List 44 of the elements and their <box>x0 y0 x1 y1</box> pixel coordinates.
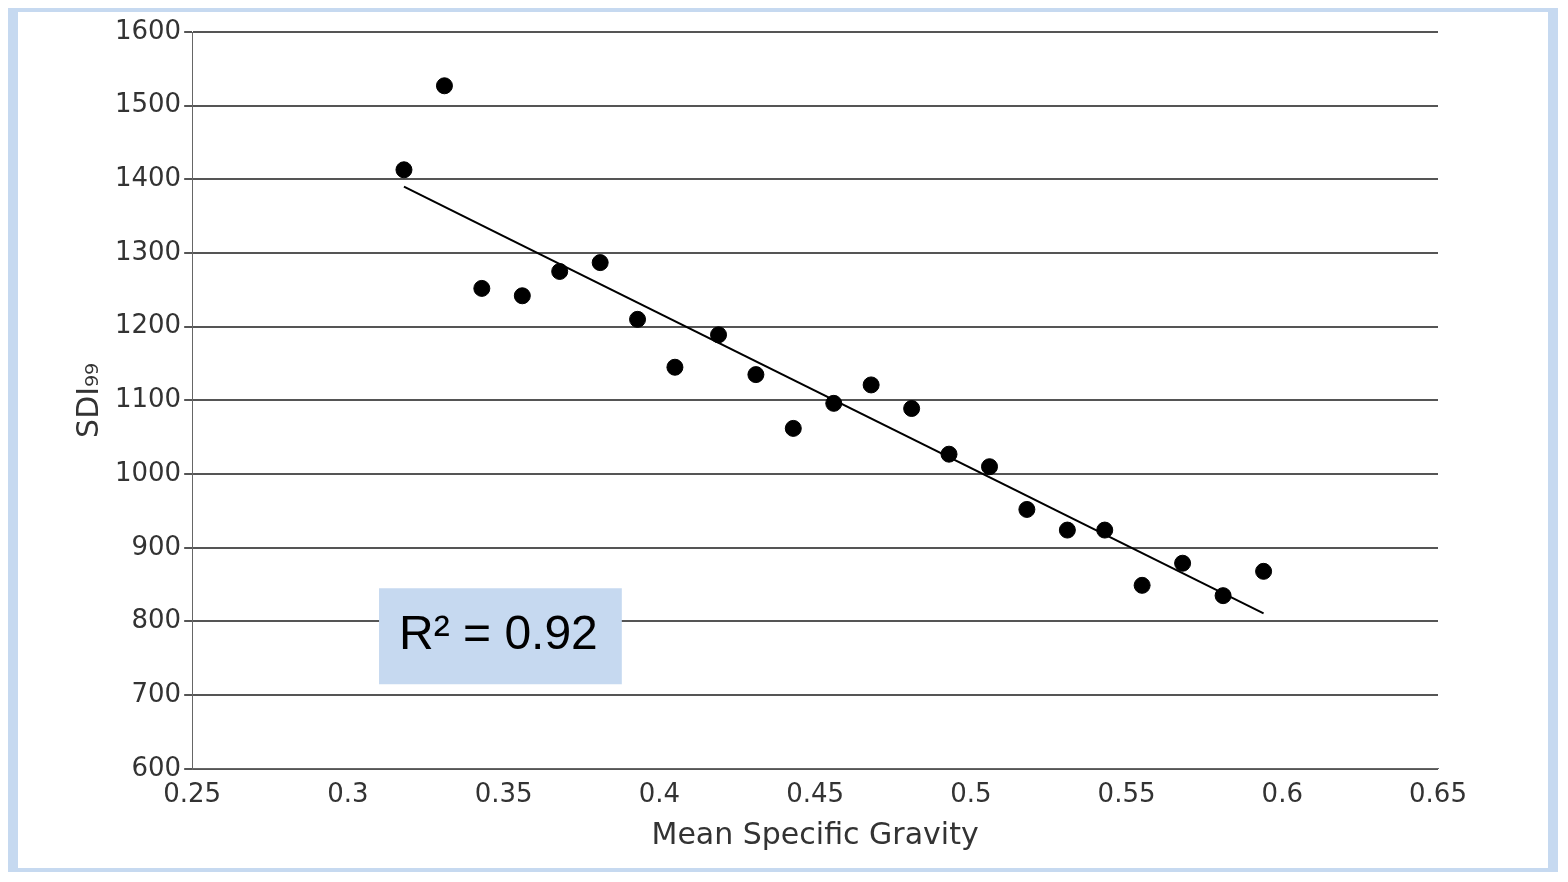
point <box>784 419 802 437</box>
y-tick-label: 700 <box>131 677 182 708</box>
point <box>666 358 684 376</box>
x-axis-title: Mean Specific Gravity <box>651 815 979 851</box>
point <box>513 287 531 305</box>
point <box>395 161 413 179</box>
x-tick-label: 0.65 <box>1409 778 1467 809</box>
y-tick-label: 1100 <box>115 383 182 414</box>
x-tick-label: 0.6 <box>1261 778 1303 809</box>
x-tick-label: 0.45 <box>786 778 845 809</box>
point <box>747 366 765 384</box>
x-tick-label: 0.3 <box>327 778 369 809</box>
y-tick-label: 1500 <box>115 88 182 119</box>
annotation: R² = 0.92 <box>399 606 598 660</box>
x-tick-label: 0.35 <box>474 778 533 809</box>
x-tick-label: 0.5 <box>950 778 992 809</box>
point <box>710 326 728 344</box>
point <box>435 77 453 95</box>
point <box>981 458 998 476</box>
point <box>825 394 843 412</box>
point <box>551 262 569 280</box>
point <box>1214 587 1232 605</box>
y-tick-label: 1400 <box>115 162 182 193</box>
point <box>629 310 647 328</box>
x-tick-label: 0.4 <box>638 778 681 809</box>
point <box>1174 554 1192 572</box>
y-tick-label: 1300 <box>115 235 182 266</box>
y-tick-label: 1000 <box>115 456 182 487</box>
point <box>1018 500 1036 518</box>
point <box>862 376 880 394</box>
point <box>1133 576 1151 594</box>
point <box>591 254 609 272</box>
point <box>1255 562 1273 580</box>
point <box>1096 521 1114 539</box>
y-tick-label: 800 <box>131 604 182 635</box>
point <box>940 445 958 463</box>
x-tick-label: 0.55 <box>1097 778 1156 809</box>
y-axis-title: SDI₉₉ <box>69 362 105 438</box>
point <box>1058 521 1076 539</box>
point <box>473 279 491 297</box>
y-tick-label: 900 <box>131 530 182 561</box>
y-tick-label: 1600 <box>115 14 182 45</box>
point <box>903 400 921 418</box>
y-tick-label: 1200 <box>115 309 182 340</box>
